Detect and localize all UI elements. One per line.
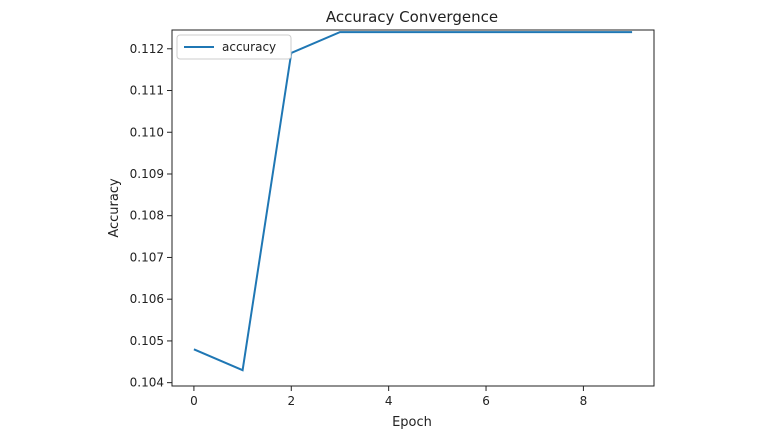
series-line-accuracy bbox=[193, 31, 633, 372]
y-axis-label: Accuracy bbox=[107, 178, 122, 238]
series-layer bbox=[193, 31, 633, 372]
y-tick-label: 0.108 bbox=[130, 209, 164, 223]
x-tick-label: 2 bbox=[287, 394, 295, 408]
x-tick-label: 4 bbox=[385, 394, 393, 408]
y-tick-label: 0.106 bbox=[130, 292, 164, 306]
y-tick-label: 0.107 bbox=[130, 250, 164, 264]
x-tick-label: 8 bbox=[580, 394, 588, 408]
x-axis-ticks: 0 2 4 6 8 bbox=[190, 386, 587, 408]
x-tick-label: 0 bbox=[190, 394, 198, 408]
y-tick-label: 0.111 bbox=[130, 84, 164, 98]
y-tick-label: 0.105 bbox=[130, 334, 164, 348]
legend-box bbox=[176, 34, 292, 60]
legend: accuracy bbox=[176, 34, 292, 60]
y-axis-ticks: 0.104 0.105 0.106 0.107 0.108 0.109 0.110 0.111… bbox=[130, 42, 172, 390]
y-tick-label: 0.110 bbox=[130, 125, 164, 139]
x-tick-label: 6 bbox=[482, 394, 490, 408]
y-tick-label: 0.112 bbox=[130, 42, 164, 56]
y-tick-label: 0.109 bbox=[130, 167, 164, 181]
y-tick-label: 0.104 bbox=[130, 376, 164, 390]
chart-title: Accuracy Convergence bbox=[326, 8, 498, 26]
x-axis-label: Epoch bbox=[392, 415, 432, 430]
plot-frame bbox=[171, 29, 655, 387]
legend-label-accuracy: accuracy bbox=[222, 40, 276, 54]
